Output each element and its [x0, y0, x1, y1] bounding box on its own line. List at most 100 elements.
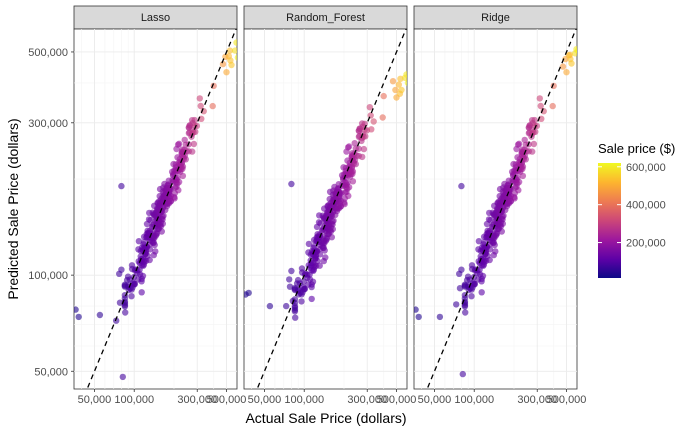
data-point [308, 295, 315, 303]
data-point [138, 289, 145, 296]
colorbar-tick-label: 200,000 [626, 238, 666, 250]
data-point [351, 140, 358, 147]
data-point [515, 140, 523, 147]
x-tick-label: 50,000 [78, 394, 112, 406]
data-point [330, 217, 337, 224]
y-tick-label: 100,000 [28, 270, 68, 282]
panel-plot-area [414, 29, 577, 389]
data-point [529, 148, 536, 155]
data-point [314, 257, 321, 265]
data-point [171, 195, 178, 202]
data-point [349, 168, 357, 175]
data-point [291, 303, 299, 310]
data-point [266, 302, 274, 310]
data-point [288, 267, 295, 275]
data-point [345, 143, 353, 150]
data-point [192, 128, 199, 135]
data-point [175, 178, 183, 186]
reference-line [426, 29, 577, 389]
data-point [175, 187, 182, 194]
data-point [519, 172, 527, 180]
x-tick-label: 500,000 [547, 394, 587, 406]
x-tick-label: 50,000 [418, 394, 452, 406]
data-point [574, 47, 577, 54]
y-axis: 50,000 100,000 300,000 500,000 [28, 47, 74, 378]
data-point [479, 272, 487, 280]
data-point [389, 78, 397, 85]
data-point [119, 373, 127, 381]
data-point [458, 266, 465, 273]
facet-strip-label: Ridge [481, 12, 510, 24]
data-point [286, 276, 293, 283]
data-point [182, 156, 189, 163]
data-point [328, 234, 335, 241]
panel-plot-area [244, 29, 407, 389]
data-point [179, 163, 187, 170]
data-point [530, 140, 538, 148]
data-point [116, 299, 124, 306]
data-point [549, 102, 556, 110]
data-point [379, 114, 386, 121]
data-point [175, 140, 183, 147]
data-point [458, 182, 465, 190]
x-tick-label: 500,000 [207, 394, 247, 406]
data-point [515, 187, 522, 194]
x-tick-label: 300,000 [347, 394, 387, 406]
data-point [226, 47, 234, 54]
data-point [309, 278, 317, 285]
x-tick-label: 100,000 [454, 394, 494, 406]
data-point [197, 102, 204, 110]
y-tick-label: 50,000 [34, 366, 68, 378]
data-point [341, 200, 348, 208]
data-point [349, 178, 357, 185]
data-point [404, 79, 407, 86]
x-tick-label: 300,000 [177, 394, 217, 406]
data-point [231, 47, 237, 54]
data-point [398, 86, 405, 94]
data-point [322, 254, 329, 261]
data-point [380, 92, 387, 100]
facet-panel-lasso: Lasso [73, 5, 238, 390]
data-point [492, 248, 499, 255]
x-tick-label: 500,000 [377, 394, 417, 406]
data-point [152, 248, 159, 255]
data-point [359, 153, 366, 161]
data-point [475, 238, 483, 245]
data-point [531, 116, 538, 124]
data-point [486, 256, 493, 264]
data-point [478, 289, 485, 296]
data-point [459, 370, 466, 378]
data-point [122, 309, 129, 316]
colorbar-legend: Sale price ($) 200,000 400,000 600,000 [598, 141, 675, 278]
data-point [189, 148, 196, 155]
data-point [515, 178, 523, 186]
data-point [486, 246, 494, 253]
data-point [316, 251, 324, 258]
data-point [366, 104, 373, 111]
data-point [395, 81, 402, 88]
data-point [345, 184, 353, 191]
data-point [298, 298, 305, 305]
data-point [283, 302, 290, 310]
data-point [317, 220, 324, 227]
data-point [491, 241, 498, 249]
data-point [151, 241, 158, 249]
data-point [219, 60, 227, 68]
data-point [245, 289, 252, 297]
data-point [113, 317, 120, 324]
data-point [519, 163, 527, 170]
data-point [367, 112, 374, 119]
data-point [190, 140, 198, 148]
data-point [146, 256, 153, 264]
reference-line [256, 29, 407, 389]
data-point [118, 266, 125, 273]
data-point [403, 71, 407, 78]
data-point [321, 247, 328, 254]
data-point [352, 160, 359, 168]
data-point [415, 313, 422, 321]
data-point [131, 281, 138, 288]
y-tick-label: 300,000 [28, 118, 68, 130]
data-point [160, 212, 167, 219]
data-point [181, 136, 188, 144]
